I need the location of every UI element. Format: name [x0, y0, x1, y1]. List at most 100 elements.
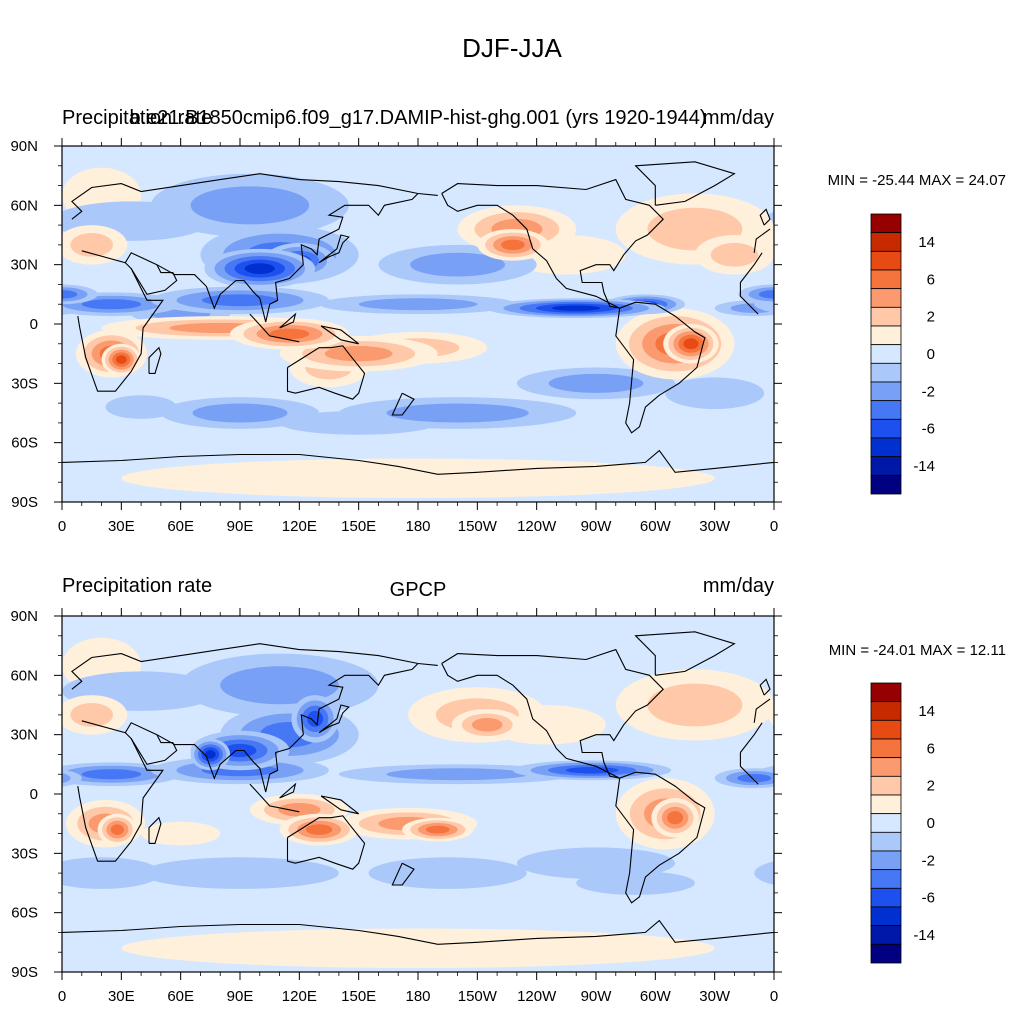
contour-fill [410, 252, 506, 277]
coastline [249, 313, 300, 343]
contour-fill [305, 824, 333, 835]
x-tick-label: 90W [581, 518, 613, 535]
colorbar-label: 14 [918, 234, 935, 251]
colorbar-box [870, 306, 902, 327]
colorbar-label: 2 [927, 309, 935, 326]
contour-fill [62, 857, 161, 889]
x-tick-label: 150E [341, 518, 376, 535]
contour-fill [358, 298, 478, 311]
colorbar-box [870, 738, 902, 759]
coastline [249, 783, 300, 813]
coastline [759, 208, 771, 226]
contour-fill [25, 774, 59, 782]
contour-fill [782, 233, 825, 257]
coastline [634, 161, 736, 206]
coastline [441, 648, 664, 779]
contour-fill [774, 296, 873, 313]
colorbar-box [870, 813, 902, 833]
coastlines-bottom [62, 631, 774, 945]
coastline [391, 392, 415, 416]
panel-top-left-title: Precipitation rate [62, 107, 212, 129]
contour-fill [141, 821, 221, 846]
coastline [739, 252, 763, 283]
contour-fill [62, 769, 82, 787]
x-tick-label: 90E [227, 988, 254, 1005]
contour-fill [324, 346, 393, 362]
x-tick-label: 90W [581, 988, 613, 1005]
colorbar-bottom: 14 6 2 0 -2 -6 -14 [870, 682, 935, 964]
contour-fill [81, 769, 142, 780]
contour-fill [278, 803, 321, 817]
contour-fill [307, 710, 324, 727]
panel-bottom-right-title: mm/day [703, 575, 774, 597]
axis-ticks-top: 0 30E 60E 90E 120E 150E 180 150W 120W 90W 60W 30W 0 9… [10, 138, 782, 535]
panel-bottom: Precipitation rate GPCP mm/day 0 30E 60E 90… [10, 575, 1006, 1005]
axis-ticks-bottom: 0 30E 60E 90E 120E 150E 180 150W 120W 90W 60W 30W 0 9… [10, 608, 782, 1005]
panel-top: Precipitation rate b.e21.B1850cmip6.f09_… [10, 107, 1006, 535]
panel-bottom-center-title: GPCP [390, 579, 447, 601]
x-tick-label: 120W [517, 988, 557, 1005]
map-bottom [25, 616, 774, 972]
colorbar-label: 2 [927, 778, 935, 795]
colorbar-label: 14 [918, 703, 935, 720]
coastline [286, 345, 366, 400]
x-tick-label: 60E [167, 518, 194, 535]
contour-fill [794, 299, 853, 309]
colorbar-box [870, 437, 902, 458]
colorbar-box [870, 418, 902, 439]
contour-fill [516, 847, 676, 880]
coastline [279, 312, 297, 329]
colorbar-box [870, 288, 902, 308]
contour-fill [121, 928, 715, 969]
x-tick-label: 0 [770, 518, 778, 535]
contour-fill [667, 811, 684, 825]
colorbar-box [870, 906, 902, 927]
contour-fill [386, 768, 529, 781]
colorbar-box [870, 362, 902, 383]
figure-title: DJF-JJA [462, 33, 562, 63]
colorbar-box [870, 701, 902, 721]
x-tick-label: 150W [458, 988, 498, 1005]
colorbar-box [870, 381, 902, 402]
colorbar-box [870, 887, 902, 908]
colorbar-box [870, 794, 902, 815]
contour-fill [269, 328, 310, 340]
coastlines-top [62, 161, 774, 475]
colorbar-box [870, 344, 902, 364]
coastline [124, 193, 419, 323]
colorbar-box [870, 850, 902, 871]
contour-fill [141, 857, 339, 889]
coastline [320, 795, 360, 815]
coastline [615, 771, 706, 904]
contour-fill [758, 290, 774, 299]
y-tick-label: 30S [11, 845, 38, 862]
colorbar-box [870, 400, 902, 420]
x-tick-label: 30W [699, 518, 731, 535]
coastline [739, 282, 759, 315]
colorbar-top: 14 6 2 0 -2 -6 -14 [870, 213, 935, 495]
contour-fill [471, 717, 503, 732]
colorbar-label: -6 [922, 890, 935, 907]
y-tick-label: 60S [11, 905, 38, 922]
y-tick-label: 30S [11, 375, 38, 392]
contour-fill [501, 239, 525, 251]
contour-fill [62, 773, 71, 784]
coastline [739, 722, 763, 753]
contour-fill [754, 861, 774, 885]
x-tick-label: 60W [640, 988, 672, 1005]
colorbar-box [870, 325, 902, 346]
x-tick-label: 60E [167, 988, 194, 1005]
panel-bottom-left-title: Precipitation rate [62, 575, 212, 597]
colorbar-box [870, 869, 902, 889]
y-tick-label: 30N [10, 727, 38, 744]
colorbar-box [870, 925, 902, 945]
coastline [62, 919, 774, 945]
contour-fill [220, 666, 339, 705]
contour-fill [768, 703, 774, 726]
x-tick-label: 0 [58, 988, 66, 1005]
y-tick-label: 90N [10, 608, 38, 625]
y-tick-label: 90N [10, 138, 38, 155]
coastline [148, 816, 162, 844]
x-tick-label: 150E [341, 988, 376, 1005]
colorbar-label: 6 [927, 271, 935, 288]
